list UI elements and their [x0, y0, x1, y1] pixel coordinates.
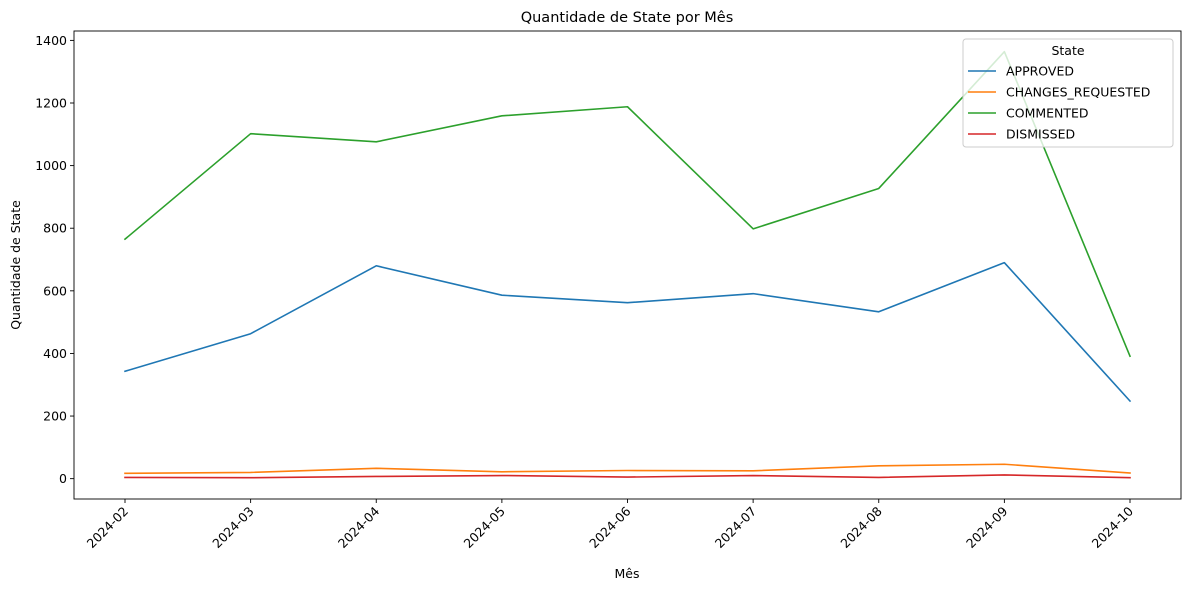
y-tick-label: 0 [59, 471, 67, 486]
legend-entry-label: COMMENTED [1006, 106, 1089, 121]
legend: State APPROVED CHANGES_REQUESTED COMMENTED… [962, 38, 1174, 148]
x-tick-label: 2024-10 [1089, 503, 1137, 551]
y-tick-label: 600 [43, 283, 67, 298]
x-tick-label: 2024-09 [963, 503, 1011, 551]
y-tick-label: 1400 [35, 33, 67, 48]
chart-title: Quantidade de State por Mês [521, 10, 734, 26]
y-tick-label: 800 [43, 221, 67, 236]
y-tick-label: 1200 [35, 96, 67, 111]
plot-area [123, 50, 1132, 479]
x-tick-label: 2024-05 [460, 504, 508, 552]
y-tick-label: 200 [43, 409, 67, 424]
y-axis: 0 200 400 600 800 1000 1200 1400 [35, 33, 74, 486]
y-tick-label: 400 [43, 346, 67, 361]
x-tick-label: 2024-06 [586, 503, 634, 551]
y-tick-label: 1000 [35, 158, 67, 173]
series-line-approved [124, 261, 1132, 403]
series-line-dismissed [124, 474, 1131, 479]
x-tick-label: 2024-08 [837, 503, 885, 551]
x-tick-label: 2024-02 [84, 504, 132, 552]
x-tick-label: 2024-07 [712, 504, 760, 552]
series-line-changes-requested [124, 463, 1131, 475]
legend-entry-label: CHANGES_REQUESTED [1006, 85, 1150, 100]
legend-entry-label: DISMISSED [1006, 127, 1075, 142]
legend-items: APPROVED CHANGES_REQUESTED COMMENTED DISMIS… [968, 64, 1150, 142]
legend-entry-label: APPROVED [1006, 64, 1074, 79]
legend-title: State [1051, 43, 1084, 58]
x-axis-label: Mês [615, 566, 640, 581]
x-axis: 2024-02 2024-03 2024-04 2024-05 2024-06 2024-… [84, 499, 1137, 552]
x-tick-label: 2024-03 [209, 504, 257, 552]
y-axis-label: Quantidade de State [8, 200, 23, 330]
legend-frame [962, 38, 1174, 148]
x-tick-label: 2024-04 [335, 503, 383, 551]
